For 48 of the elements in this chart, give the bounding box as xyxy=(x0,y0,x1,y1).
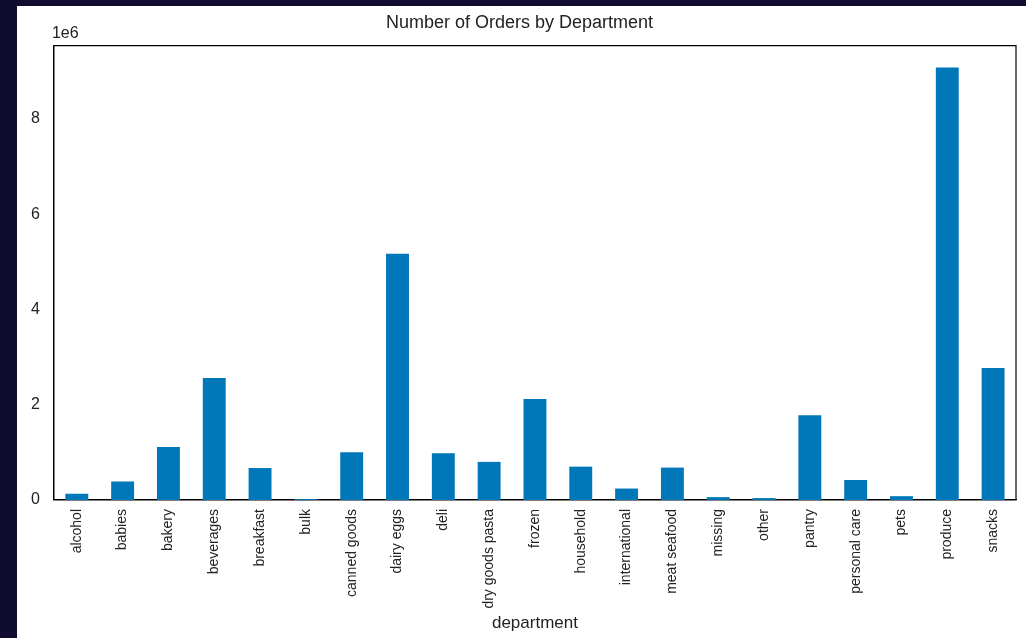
x-tick-label: bakery xyxy=(159,508,176,552)
bar xyxy=(248,468,272,500)
x-tick-label: household xyxy=(571,508,588,574)
x-tick-label: other xyxy=(754,508,771,541)
bar xyxy=(65,493,89,500)
bar xyxy=(202,378,226,500)
bar xyxy=(935,67,959,500)
x-tick-label: dry goods pasta xyxy=(479,508,496,609)
bar xyxy=(890,496,913,500)
x-tick-label: personal care xyxy=(846,508,863,594)
chart-title: Number of Orders by Department xyxy=(385,11,654,32)
x-tick-label: canned goods xyxy=(342,508,359,597)
bar xyxy=(844,479,868,500)
bar xyxy=(706,497,730,500)
x-tick-label: dairy eggs xyxy=(388,508,405,574)
y-tick-label: 2 xyxy=(30,395,40,413)
y-tick-label: 4 xyxy=(30,299,40,317)
text: 1e6 xyxy=(51,24,79,42)
x-tick-label: deli xyxy=(434,508,451,531)
bar xyxy=(569,466,593,500)
x-tick-label: pantry xyxy=(800,508,817,548)
x-tick-label: meat seafood xyxy=(663,508,680,594)
bar xyxy=(615,488,639,500)
bar xyxy=(156,447,180,500)
x-tick-label: snacks xyxy=(983,508,1000,553)
bar xyxy=(660,467,684,500)
bar xyxy=(340,452,364,500)
y-tick-label: 6 xyxy=(30,204,40,222)
x-tick-label: beverages xyxy=(205,508,222,575)
bar xyxy=(111,481,135,500)
bar xyxy=(386,253,409,500)
x-tick-label: breakfast xyxy=(250,508,267,567)
bar xyxy=(523,399,547,500)
x-tick-label: bulk xyxy=(296,507,313,535)
x-tick-label: alcohol xyxy=(67,508,84,554)
y-tick-label: 8 xyxy=(30,109,40,127)
x-tick-label: frozen xyxy=(525,508,542,548)
x-axis-title: department xyxy=(491,613,579,633)
x-tick-label: pets xyxy=(892,508,909,536)
x-tick-label: missing xyxy=(709,508,726,557)
bar xyxy=(477,461,501,500)
bar xyxy=(798,415,822,500)
y-tick-label: 0 xyxy=(30,490,40,508)
x-tick-label: international xyxy=(617,508,634,586)
x-tick-label: produce xyxy=(938,508,955,560)
x-tick-label: babies xyxy=(113,508,130,551)
bar xyxy=(431,453,455,500)
bar xyxy=(981,368,1005,500)
